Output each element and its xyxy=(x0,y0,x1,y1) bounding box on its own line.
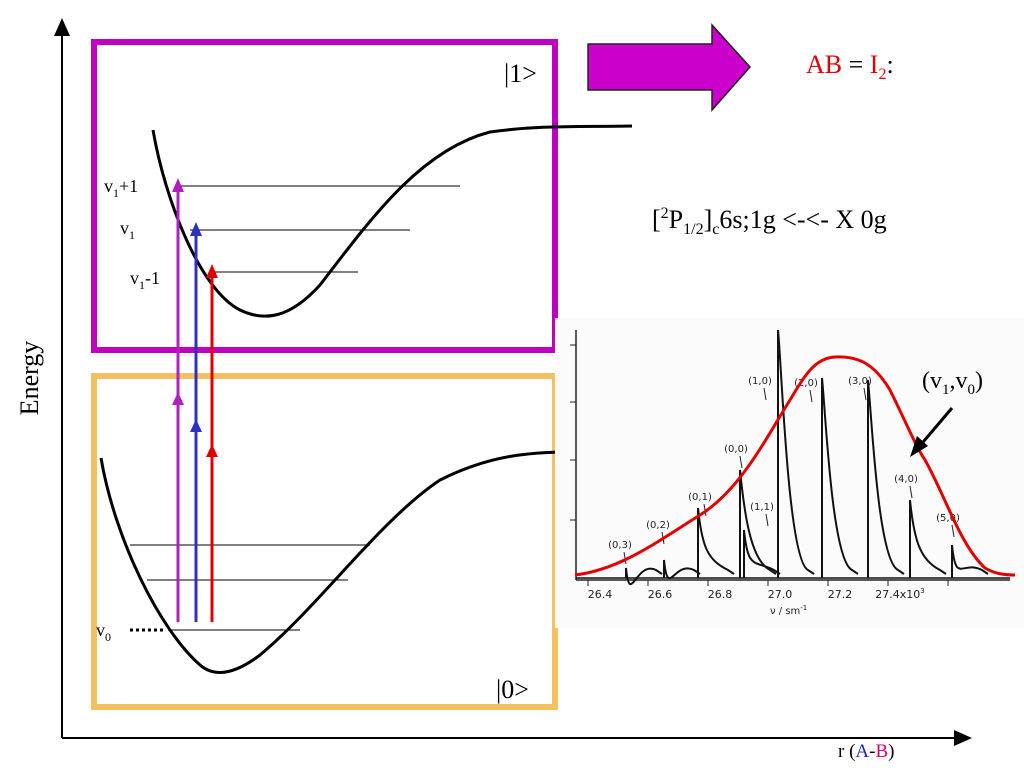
transition-arrow-red xyxy=(206,264,218,622)
spectrum-band-label: (0,2) xyxy=(646,520,670,531)
spectrum-band xyxy=(909,499,947,578)
envelope-label: (v1,v0) xyxy=(922,368,983,398)
label-v1-minus-1: v1-1 xyxy=(130,268,160,292)
band-label-pointer xyxy=(863,387,867,401)
spectrum-band-label: (3,0) xyxy=(848,376,872,387)
band-label-pointer xyxy=(739,455,743,469)
spectrum-band-label: (1,1) xyxy=(750,502,774,513)
spectrum-tick-label: 27.2 xyxy=(828,588,853,601)
spectrum-tick-label: 27.4x103 xyxy=(875,587,924,601)
spectrum-tick-label: 26.4 xyxy=(588,588,613,601)
spectrum-tick-label: 27.0 xyxy=(768,588,793,601)
spectrum-band-label: (5,0) xyxy=(936,513,960,524)
spectrum-band xyxy=(697,507,735,578)
spectrum-tick-label: 26.6 xyxy=(648,588,673,601)
spectrum-band xyxy=(625,567,663,586)
upper-potential-curve xyxy=(151,124,633,318)
transition-arrow-magenta xyxy=(172,178,184,622)
spectrum-band xyxy=(663,559,701,580)
band-label-pointer xyxy=(951,524,955,538)
spectrum-band xyxy=(951,544,989,578)
spectrum-unit-label: ν / sm-1 xyxy=(770,604,807,617)
upper-state-label: |1> xyxy=(504,59,537,88)
spectrum-band-label: (2,0) xyxy=(794,378,818,389)
transition-arrow-blue xyxy=(190,222,202,622)
label-v1-plus-1: v1+1 xyxy=(104,176,138,200)
y-axis-label: Energy xyxy=(15,341,44,416)
spectrum-band xyxy=(743,529,781,578)
spectrum-tick-label: 26.8 xyxy=(708,588,733,601)
spectrum-envelope xyxy=(574,355,1016,577)
spectrum-band-label: (1,0) xyxy=(748,376,772,387)
band-label-pointer xyxy=(909,485,913,499)
spectrum-band-label: (0,3) xyxy=(608,540,632,551)
transition-label: [2P1/2]c6s;1g <-<- X 0g xyxy=(652,205,887,238)
envelope-pointer xyxy=(916,407,954,449)
lower-state-label: |0> xyxy=(496,675,529,704)
lower-state-box xyxy=(91,373,558,710)
lower-potential-curve xyxy=(99,450,573,674)
big-right-arrow xyxy=(587,23,752,112)
spectrum-band-label: (4,0) xyxy=(894,474,918,485)
x-axis-label: r (A-B) xyxy=(838,741,894,762)
spectrum-band-label: (0,0) xyxy=(724,444,748,455)
label-v1: v1 xyxy=(120,218,135,242)
band-label-pointer xyxy=(809,389,813,403)
envelope-pointer-head xyxy=(910,436,928,457)
spectrum-band xyxy=(821,377,859,578)
spectrum-band-label: (0,1) xyxy=(688,492,712,503)
label-v0: v0 xyxy=(96,620,111,644)
band-label-pointer xyxy=(763,387,767,401)
band-label-pointer xyxy=(623,551,627,565)
band-label-pointer xyxy=(765,513,769,527)
spectrum-inset: 26.4 26.6 26.8 27.0 27.2 27.4x103 ν / sm-1 (0… xyxy=(555,318,1024,628)
spectrum-band xyxy=(777,329,815,578)
molecule-label: AB = I2: xyxy=(806,50,894,83)
spectrum-band xyxy=(867,379,905,578)
upper-state-box xyxy=(91,39,558,353)
